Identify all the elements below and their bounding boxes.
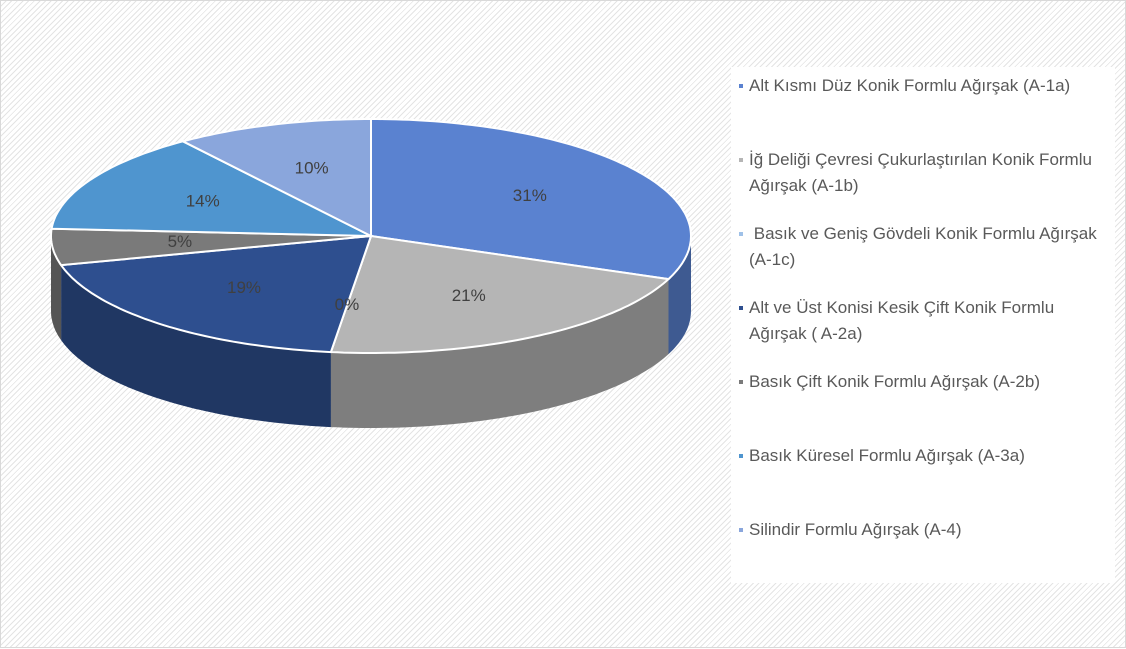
legend-marker bbox=[739, 454, 743, 458]
legend-item: Basık Küresel Formlu Ağırşak (A-3a) bbox=[739, 443, 1109, 469]
legend-label: Silindir Formlu Ağırşak (A-4) bbox=[749, 520, 962, 539]
legend-label: İğ Deliği Çevresi Çukurlaştırılan Konik … bbox=[749, 150, 1096, 195]
legend-label: Basık ve Geniş Gövdeli Konik Formlu Ağır… bbox=[749, 224, 1102, 269]
data-label: 10% bbox=[295, 159, 329, 178]
legend-label: Alt Kısmı Düz Konik Formlu Ağırşak (A-1a… bbox=[749, 76, 1071, 95]
legend-item: Basık Çift Konik Formlu Ağırşak (A-2b) bbox=[739, 369, 1109, 395]
legend-label: Basık Küresel Formlu Ağırşak (A-3a) bbox=[749, 446, 1025, 465]
slice-side-shade bbox=[668, 236, 691, 355]
legend-item: İğ Deliği Çevresi Çukurlaştırılan Konik … bbox=[739, 147, 1109, 199]
legend-marker bbox=[739, 84, 743, 88]
data-label: 21% bbox=[452, 286, 486, 305]
data-label: 14% bbox=[186, 192, 220, 211]
legend-item: Alt Kısmı Düz Konik Formlu Ağırşak (A-1a… bbox=[739, 73, 1109, 99]
slice bbox=[329, 234, 671, 354]
legend-item: Basık ve Geniş Gövdeli Konik Formlu Ağır… bbox=[739, 221, 1109, 273]
slice bbox=[370, 118, 693, 281]
slice-side bbox=[61, 265, 331, 428]
data-label: 19% bbox=[227, 278, 261, 297]
slice-side bbox=[668, 236, 691, 355]
legend-item: Alt ve Üst Konisi Kesik Çift Konik Forml… bbox=[739, 295, 1109, 347]
slice-side-shade bbox=[61, 265, 331, 428]
slice bbox=[59, 234, 373, 354]
legend-marker bbox=[739, 380, 743, 384]
data-label: 31% bbox=[513, 186, 547, 205]
slice-side bbox=[330, 279, 669, 428]
legend-item: Silindir Formlu Ağırşak (A-4) bbox=[739, 517, 1109, 543]
slice bbox=[180, 118, 372, 238]
slice bbox=[50, 227, 372, 267]
legend-label: Alt ve Üst Konisi Kesik Çift Konik Forml… bbox=[749, 298, 1058, 343]
slice-side-shade bbox=[330, 279, 669, 428]
slice bbox=[50, 140, 372, 237]
legend-marker bbox=[739, 306, 743, 310]
legend-marker bbox=[739, 232, 743, 236]
legend-label: Basık Çift Konik Formlu Ağırşak (A-2b) bbox=[749, 372, 1040, 391]
legend-marker bbox=[739, 158, 743, 162]
pie-chart: 31% 21% 0% 19% 5% 14% 10% bbox=[50, 118, 693, 428]
legend: Alt Kısmı Düz Konik Formlu Ağırşak (A-1a… bbox=[731, 67, 1115, 583]
legend-marker bbox=[739, 528, 743, 532]
data-label: 5% bbox=[168, 232, 193, 251]
data-label: 0% bbox=[335, 295, 360, 314]
